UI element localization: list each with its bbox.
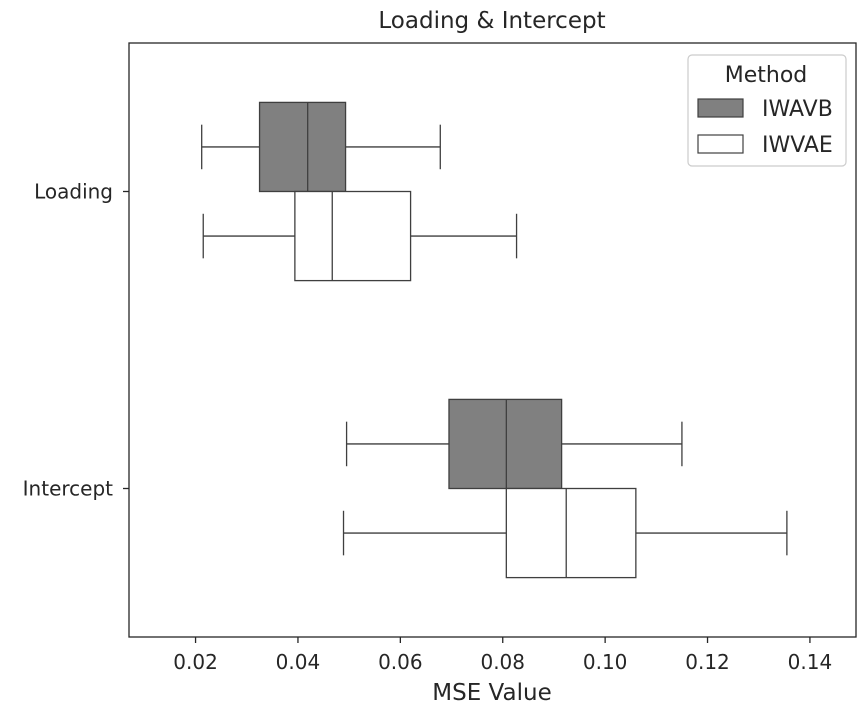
box-iwvae-loading (202, 190, 518, 282)
iqr-box (448, 398, 563, 490)
legend-swatch-iwavb (697, 98, 744, 118)
box-iwvae-intercept (342, 487, 788, 579)
x-tick-label: 0.08 (480, 650, 525, 674)
box-iwavb-intercept (345, 398, 683, 490)
x-axis-label: MSE Value (432, 680, 551, 706)
x-tick-label: 0.04 (276, 650, 321, 674)
x-axis: 0.02 0.04 0.06 0.08 0.10 0.12 0.14 (173, 637, 832, 674)
legend-title: Method (725, 63, 808, 88)
x-tick-label: 0.06 (378, 650, 423, 674)
plot-area-frame (128, 42, 857, 638)
legend-label-iwvae: IWVAE (762, 133, 833, 158)
x-tick-label: 0.14 (788, 650, 833, 674)
y-tick-label: Loading (34, 180, 113, 204)
chart-title: Loading & Intercept (378, 8, 605, 34)
legend-swatch-iwvae (697, 134, 744, 154)
x-tick-label: 0.12 (685, 650, 730, 674)
legend-label-iwavb: IWAVB (762, 97, 833, 122)
legend: Method IWAVB IWVAE (687, 54, 847, 167)
y-axis: Loading Intercept (23, 180, 129, 501)
y-tick-label: Intercept (23, 477, 114, 501)
iqr-box (505, 487, 637, 579)
box-series-group (201, 101, 788, 579)
iqr-box (258, 101, 347, 193)
box-iwavb-loading (201, 101, 441, 193)
x-tick-label: 0.02 (173, 650, 218, 674)
x-tick-label: 0.10 (583, 650, 628, 674)
iqr-box (294, 190, 412, 282)
